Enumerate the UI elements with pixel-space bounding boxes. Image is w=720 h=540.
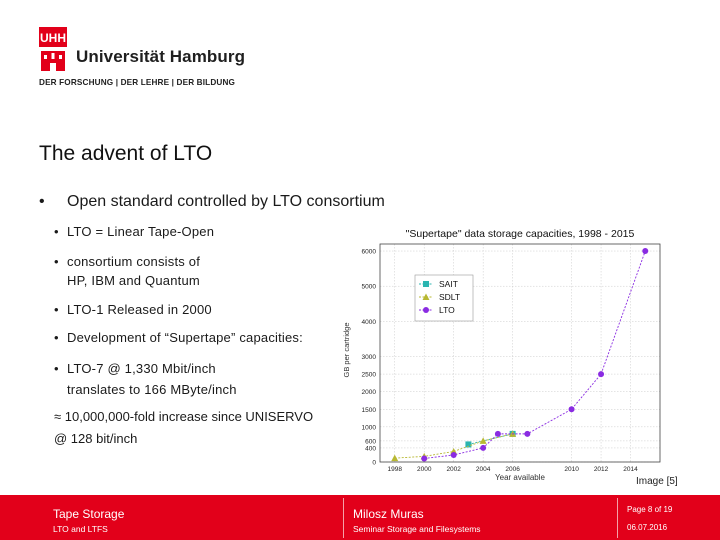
bullet-dot-icon: • (54, 302, 59, 317)
sub-bullet-text: LTO-7 @ 1,330 Mbit/inch (67, 361, 216, 376)
chart-xtick-label: 2014 (623, 466, 638, 473)
chart-point-sdlt (391, 454, 399, 462)
chart-legend-marker (423, 281, 429, 287)
chart-point-lto (568, 406, 575, 413)
footer-seminar: Seminar Storage and Filesystems (353, 524, 481, 534)
chart-point-lto (480, 444, 487, 451)
chart-ytick-label: 0 (372, 460, 376, 467)
increase-note-line: ≈ 10,000,000-fold increase since UNISERV… (54, 409, 314, 424)
footer-page-number: Page 8 of 19 (627, 505, 673, 514)
chart-xtick-label: 2000 (417, 466, 432, 473)
sub-bullet: • Development of “Supertape” capacities: (54, 330, 303, 345)
sub-bullet-text: consortium consists of (67, 254, 201, 269)
chart-point-lto (524, 430, 531, 437)
chart-ytick-label: 6000 (362, 249, 377, 256)
chart-ytick-label: 5000 (362, 284, 377, 291)
image-credit: Image [5] (636, 476, 678, 487)
slide-title: The advent of LTO (39, 142, 213, 165)
sub-bullet-continuation: HP, IBM and Quantum (67, 273, 200, 288)
chart-legend-marker (422, 293, 430, 300)
chart-ytick-label: 600 (365, 438, 376, 445)
bullet-dot-icon: • (54, 254, 59, 269)
chart-point-lto (450, 451, 457, 458)
chart-series-line-lto (424, 250, 646, 459)
university-tagline: DER FORSCHUNG | DER LEHRE | DER BILDUNG (39, 78, 236, 87)
sub-bullet: • LTO = Linear Tape-Open (54, 224, 214, 239)
chart-ytick-label: 2500 (362, 372, 377, 379)
sub-bullet: • LTO-7 @ 1,330 Mbit/inch translates to 1… (54, 358, 237, 400)
chart-xtick-label: 2010 (564, 466, 579, 473)
main-bullet: • Open standard controlled by LTO consort… (39, 193, 385, 211)
bullet-dot-icon: • (39, 193, 45, 210)
sub-bullet-text: Development of “Supertape” capacities: (67, 330, 303, 345)
footer-author: Milosz Muras (353, 507, 424, 521)
chart-ytick-label: 1500 (362, 407, 377, 414)
chart-xtick-label: 2012 (594, 466, 609, 473)
uhh-logo-icon: UHH (39, 27, 67, 71)
chart-legend-marker (423, 307, 429, 313)
chart-point-sait (465, 441, 472, 448)
footer-divider (343, 498, 344, 538)
chart-plot-frame (379, 243, 661, 463)
chart-point-lto (598, 371, 605, 378)
bullet-dot-icon: • (54, 330, 59, 345)
chart-ytick-label: 2000 (362, 389, 377, 396)
chart-ytick-label: 4000 (362, 319, 377, 326)
sub-bullet: • consortium consists of HP, IBM and Quan… (54, 252, 200, 290)
footer-bar (0, 495, 720, 540)
sub-bullet-text: LTO-1 Released in 2000 (67, 302, 212, 317)
chart-legend-label: SAIT (439, 279, 458, 289)
chart-xlabel: Year available (495, 473, 546, 482)
increase-note-line: @ 128 bit/inch (54, 431, 138, 446)
sub-bullet-text: LTO = Linear Tape-Open (67, 224, 215, 239)
bullet-dot-icon: • (54, 224, 59, 239)
footer-divider (617, 498, 618, 538)
bullet-dot-icon: • (54, 361, 59, 376)
chart-legend-label: SDLT (439, 292, 460, 302)
chart-ylabel: GB per cartridge (342, 322, 351, 377)
chart-series-group (391, 248, 649, 462)
chart-point-lto (494, 430, 501, 437)
sub-bullet: • LTO-1 Released in 2000 (54, 302, 212, 317)
chart-point-lto (421, 455, 428, 462)
chart-legend-label: LTO (439, 305, 455, 315)
chart-legend: SAIT SDLT LTO (414, 274, 474, 322)
chart-point-lto (642, 248, 649, 255)
chart-xtick-label: 1998 (388, 466, 403, 473)
chart-title: "Supertape" data storage capacities, 199… (406, 228, 635, 240)
chart-point-sdlt (479, 437, 487, 444)
chart-xtick-label: 2004 (476, 466, 491, 473)
footer-date: 06.07.2016 (627, 523, 668, 532)
footer-course-title: Tape Storage (53, 507, 125, 521)
sub-bullet-continuation: translates to 166 MByte/inch (67, 382, 237, 397)
increase-note: ≈ 10,000,000-fold increase since UNISERV… (54, 406, 313, 450)
footer-course-subtitle: LTO and LTFS (53, 524, 108, 534)
main-bullet-text: Open standard controlled by LTO consorti… (67, 193, 385, 210)
chart-xtick-label: 2002 (446, 466, 461, 473)
university-name: Universität Hamburg (76, 47, 246, 66)
logo-mark-text: UHH (40, 31, 66, 45)
chart-ytick-label: 1000 (362, 424, 377, 431)
chart-xtick-label: 2006 (505, 466, 520, 473)
chart-ytick-label: 400 (365, 445, 376, 452)
chart-ytick-label: 3000 (362, 354, 377, 361)
